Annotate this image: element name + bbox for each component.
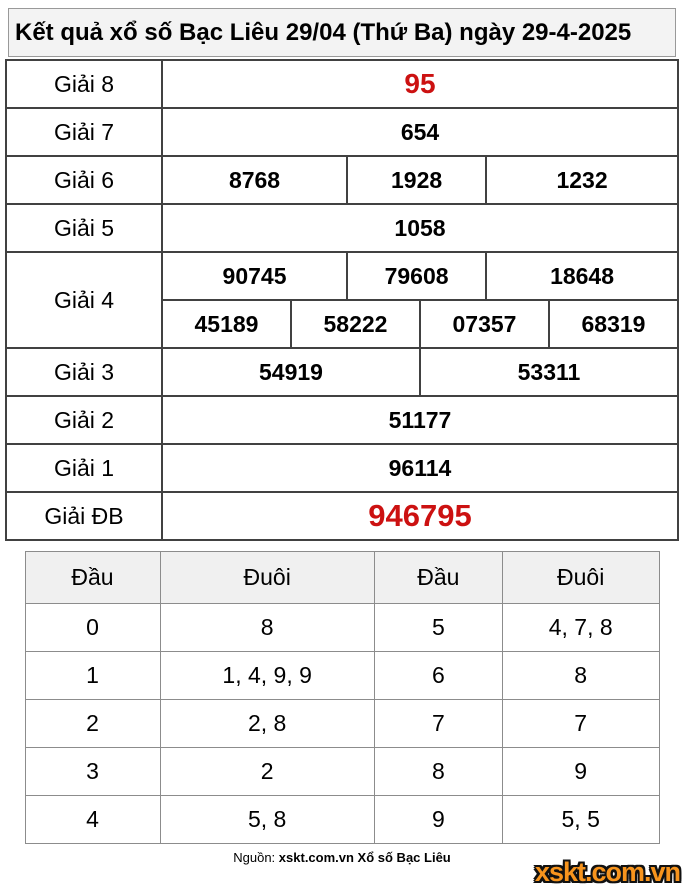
head-cell: 2: [24, 699, 161, 748]
table-row: 2 2, 8 7 7: [24, 699, 660, 748]
prize-value: 654: [400, 118, 440, 145]
prize-value: 07357: [419, 301, 548, 347]
prize-row-g2: Giải 2 51177: [7, 395, 677, 443]
prize-row-g6: Giải 6 8768 1928 1232: [7, 155, 677, 203]
prize-label: Giải 7: [7, 109, 163, 155]
prize-row-gdb: Giải ĐB 946795: [7, 491, 677, 539]
prize-row-g5: Giải 5 1058: [7, 203, 677, 251]
head-cell: 3: [24, 747, 161, 796]
head-cell: 1: [24, 651, 161, 700]
prize-value: 68319: [548, 301, 677, 347]
prize-label: Giải 3: [7, 349, 163, 395]
prize-value: 45189: [194, 310, 259, 337]
prize-subrow: 90745 79608 18648: [163, 253, 677, 301]
prize-row-g7: Giải 7 654: [7, 107, 677, 155]
tail-cell: 2, 8: [159, 699, 375, 748]
prize-value: 54919: [259, 358, 323, 385]
prize-label: Giải 2: [7, 397, 163, 443]
tail-cell: 4, 7, 8: [501, 603, 660, 652]
tail-cell: 1, 4, 9, 9: [159, 651, 375, 700]
tail-cell: 8: [159, 603, 375, 652]
prize-label: Giải 1: [7, 445, 163, 491]
head-tail-table: Đầu Đuôi Đầu Đuôi 0 8 5 4, 7, 8 1 1, 4, …: [24, 551, 660, 844]
head-cell: 4: [24, 795, 161, 844]
head-cell: 6: [373, 651, 503, 700]
column-header: Đuôi: [501, 551, 660, 604]
table-row: 3 2 8 9: [24, 747, 660, 796]
table-row: 0 8 5 4, 7, 8: [24, 603, 660, 652]
tail-cell: 5, 5: [501, 795, 660, 844]
head-cell: 0: [24, 603, 161, 652]
prize-value: 96114: [388, 454, 452, 481]
prize-value-jackpot: 946795: [368, 498, 472, 533]
prize-label: Giải ĐB: [7, 493, 163, 539]
head-cell: 7: [373, 699, 503, 748]
prize-value: 58222: [290, 301, 419, 347]
prize-value: 1058: [394, 214, 446, 241]
prize-subrow: 45189 58222 07357 68319: [163, 301, 677, 347]
tail-cell: 7: [501, 699, 660, 748]
prize-value: 53311: [419, 349, 677, 395]
source-name: xskt.com.vn Xổ số Bạc Liêu: [278, 850, 451, 865]
head-tail-header-row: Đầu Đuôi Đầu Đuôi: [24, 551, 660, 604]
table-row: 1 1, 4, 9, 9 6 8: [24, 651, 660, 700]
prize-value: 1928: [346, 157, 485, 203]
source-prefix: Nguồn:: [233, 850, 276, 865]
head-cell: 8: [373, 747, 503, 796]
page-title: Kết quả xổ số Bạc Liêu 29/04 (Thứ Ba) ng…: [8, 8, 676, 57]
table-row: 4 5, 8 9 5, 5: [24, 795, 660, 844]
head-cell: 9: [373, 795, 503, 844]
prize-row-g8: Giải 8 95: [7, 61, 677, 107]
prize-value: 1232: [485, 157, 677, 203]
prize-row-g1: Giải 1 96114: [7, 443, 677, 491]
column-header: Đầu: [373, 551, 503, 604]
prize-value: 18648: [485, 253, 677, 299]
prize-value: 90745: [222, 262, 287, 289]
prize-value-highlight: 95: [404, 68, 436, 99]
prize-label: Giải 5: [7, 205, 163, 251]
prize-table: Giải 8 95 Giải 7 654 Giải 6 8768 1928 12…: [5, 59, 679, 541]
prize-value: 8768: [228, 166, 281, 193]
prize-label: Giải 8: [7, 61, 163, 107]
prize-row-g3: Giải 3 54919 53311: [7, 347, 677, 395]
prize-label: Giải 4: [7, 253, 163, 347]
prize-value: 51177: [388, 406, 452, 433]
prize-label: Giải 6: [7, 157, 163, 203]
prize-row-g4: Giải 4 90745 79608 18648 45189 58222 073…: [7, 251, 677, 347]
tail-cell: 2: [159, 747, 375, 796]
tail-cell: 8: [501, 651, 660, 700]
tail-cell: 9: [501, 747, 660, 796]
tail-cell: 5, 8: [159, 795, 375, 844]
lottery-results-page: Kết quả xổ số Bạc Liêu 29/04 (Thứ Ba) ng…: [0, 8, 684, 889]
column-header: Đầu: [24, 551, 161, 604]
column-header: Đuôi: [159, 551, 375, 604]
prize-value: 79608: [346, 253, 485, 299]
source-line: Nguồn: xskt.com.vn Xổ số Bạc Liêu: [0, 850, 684, 865]
head-cell: 5: [373, 603, 503, 652]
xskt-logo: xskt.com.vn: [534, 857, 681, 887]
